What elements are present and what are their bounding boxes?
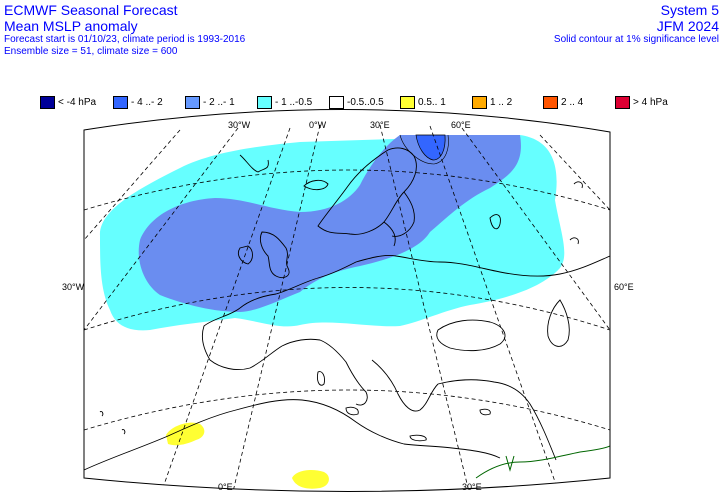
- map-frame: [83, 109, 611, 492]
- chart-title: ECMWF Seasonal Forecast: [4, 2, 178, 18]
- legend-swatch: [615, 95, 630, 109]
- grid-label-top-30w: 30°W: [228, 120, 251, 130]
- significance-contour: [399, 134, 449, 165]
- legend-label: - 4 ..- 2: [131, 96, 163, 108]
- legend-swatch: [472, 95, 487, 109]
- legend-label: 1 .. 2: [490, 96, 513, 108]
- legend-swatch: [400, 95, 415, 109]
- legend-swatch: [543, 95, 558, 109]
- legend-item: 2 .. 4: [543, 94, 583, 110]
- period-label: JFM 2024: [656, 18, 719, 35]
- header-left: ECMWF Seasonal Forecast Mean MSLP anomal…: [4, 2, 245, 57]
- legend-label: 2 .. 4: [561, 96, 584, 108]
- significance-note: Solid contour at 1% significance level: [553, 34, 719, 46]
- legend-swatch: [257, 95, 272, 109]
- legend-swatch: [329, 95, 344, 109]
- legend-item: 1 .. 2: [472, 94, 512, 110]
- grid-label-top-30e: 30°E: [370, 120, 390, 130]
- grid-label-top-0w: 0°W: [309, 120, 327, 130]
- coastlines: [84, 147, 610, 471]
- region-border-green: [505, 455, 515, 472]
- grid-label-bottom-30e: 30°E: [462, 482, 482, 492]
- legend-item: 0.5.. 1: [400, 94, 446, 110]
- anomaly-region-dark-blue: [415, 134, 446, 161]
- legend-label: < -4 hPa: [58, 96, 97, 108]
- legend-label: > 4 hPa: [633, 96, 668, 108]
- chart-subtitle: Mean MSLP anomaly: [4, 18, 138, 35]
- legend-item: - 2 ..- 1: [185, 94, 235, 110]
- header-right: System 5 JFM 2024 Solid contour at 1% si…: [554, 2, 719, 46]
- legend-item: - 4 ..- 2: [113, 94, 163, 110]
- grid-label-right-60e: 60°E: [614, 282, 634, 292]
- anomaly-region-blue: [138, 135, 521, 312]
- legend-swatch: [40, 95, 55, 109]
- legend-label: 0.5.. 1: [418, 96, 446, 108]
- anomaly-region-yellow: [166, 422, 205, 446]
- anomaly-region-yellow: [292, 470, 329, 489]
- grid-label-top-60e: 60°E: [451, 120, 471, 130]
- legend-label: - 2 ..- 1: [203, 96, 235, 108]
- grid-label-left-30w: 30°W: [62, 282, 85, 292]
- forecast-info: Forecast start is 01/10/23, climate peri…: [4, 34, 246, 46]
- grid-label-bottom-0e: 0°E: [218, 482, 233, 492]
- color-legend: < -4 hPa - 4 ..- 2 - 2 ..- 1 - 1 ..-0.5 …: [40, 94, 720, 110]
- legend-label: -0.5..0.5: [347, 96, 384, 108]
- region-border-green: [475, 445, 610, 479]
- legend-swatch: [113, 95, 128, 109]
- legend-item: -0.5..0.5: [329, 94, 384, 110]
- map-area: [84, 124, 610, 492]
- legend-item: - 1 ..-0.5: [257, 94, 312, 110]
- legend-label: - 1 ..-0.5: [275, 96, 313, 108]
- system-label: System 5: [660, 2, 719, 18]
- ensemble-info: Ensemble size = 51, climate size = 600: [4, 45, 178, 57]
- legend-swatch: [185, 95, 200, 109]
- legend-item: > 4 hPa: [615, 94, 668, 110]
- legend-item: < -4 hPa: [40, 94, 96, 110]
